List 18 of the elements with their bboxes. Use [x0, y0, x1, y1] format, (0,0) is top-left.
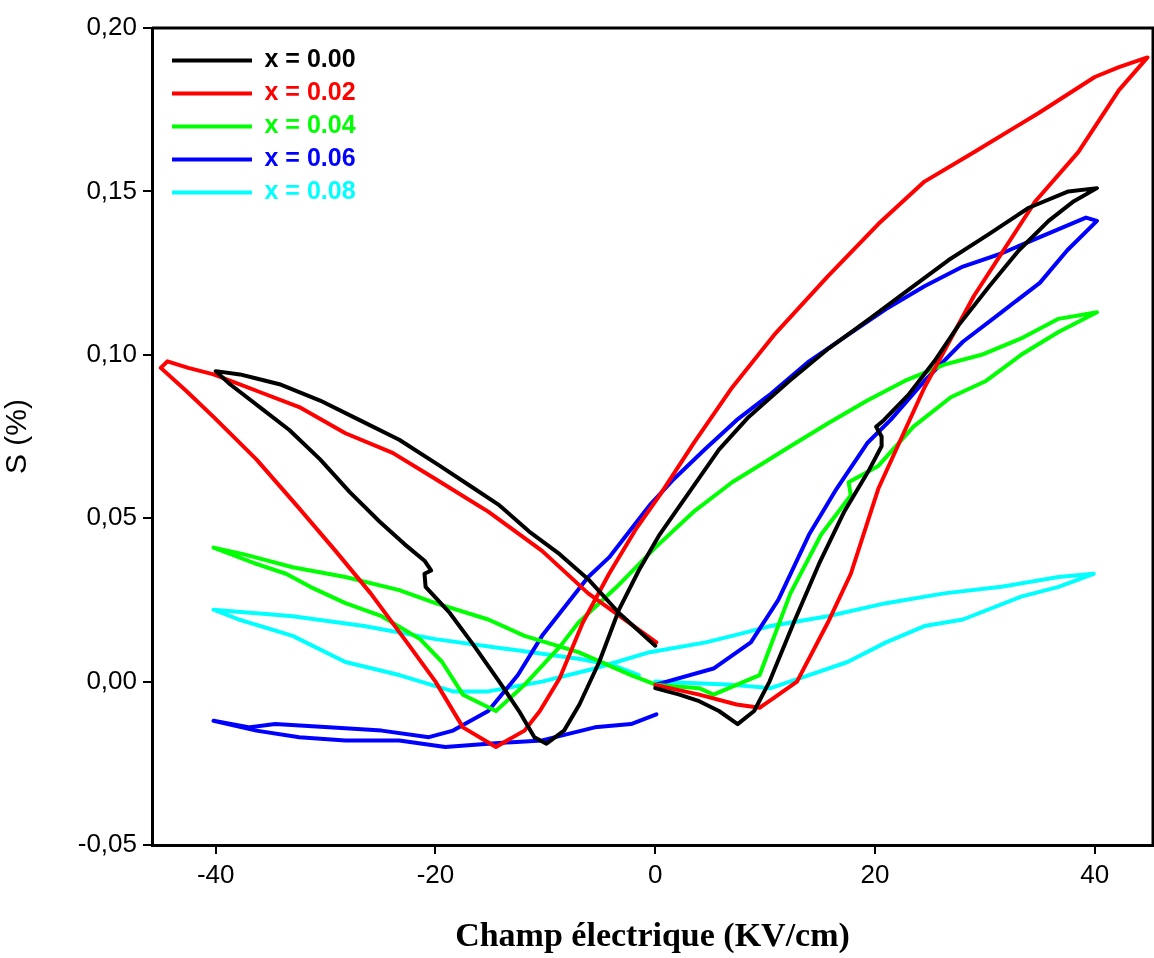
y-tick-label: 0,20 [86, 11, 137, 42]
y-tick-label: 0,10 [86, 337, 137, 368]
x-tick-label: 40 [1080, 858, 1110, 889]
legend-label: x = 0.04 [264, 110, 356, 139]
y-axis-title: S (%) [0, 399, 33, 474]
x-tick-label: 20 [860, 858, 890, 889]
legend-label: x = 0.00 [264, 44, 356, 73]
legend-label: x = 0.08 [264, 176, 356, 205]
legend-label: x = 0.06 [264, 143, 356, 172]
y-tick-label: 0,05 [86, 501, 137, 532]
y-tick-label: 0,00 [86, 664, 137, 695]
x-tick-label: -40 [196, 858, 235, 889]
x-axis-title: Champ électrique (KV/cm) [455, 916, 850, 955]
x-tick-label: -20 [416, 858, 455, 889]
x-tick-label: 0 [648, 858, 663, 889]
y-tick-label: 0,15 [86, 174, 137, 205]
y-tick-label: -0,05 [77, 828, 137, 859]
legend-label: x = 0.02 [264, 77, 356, 106]
